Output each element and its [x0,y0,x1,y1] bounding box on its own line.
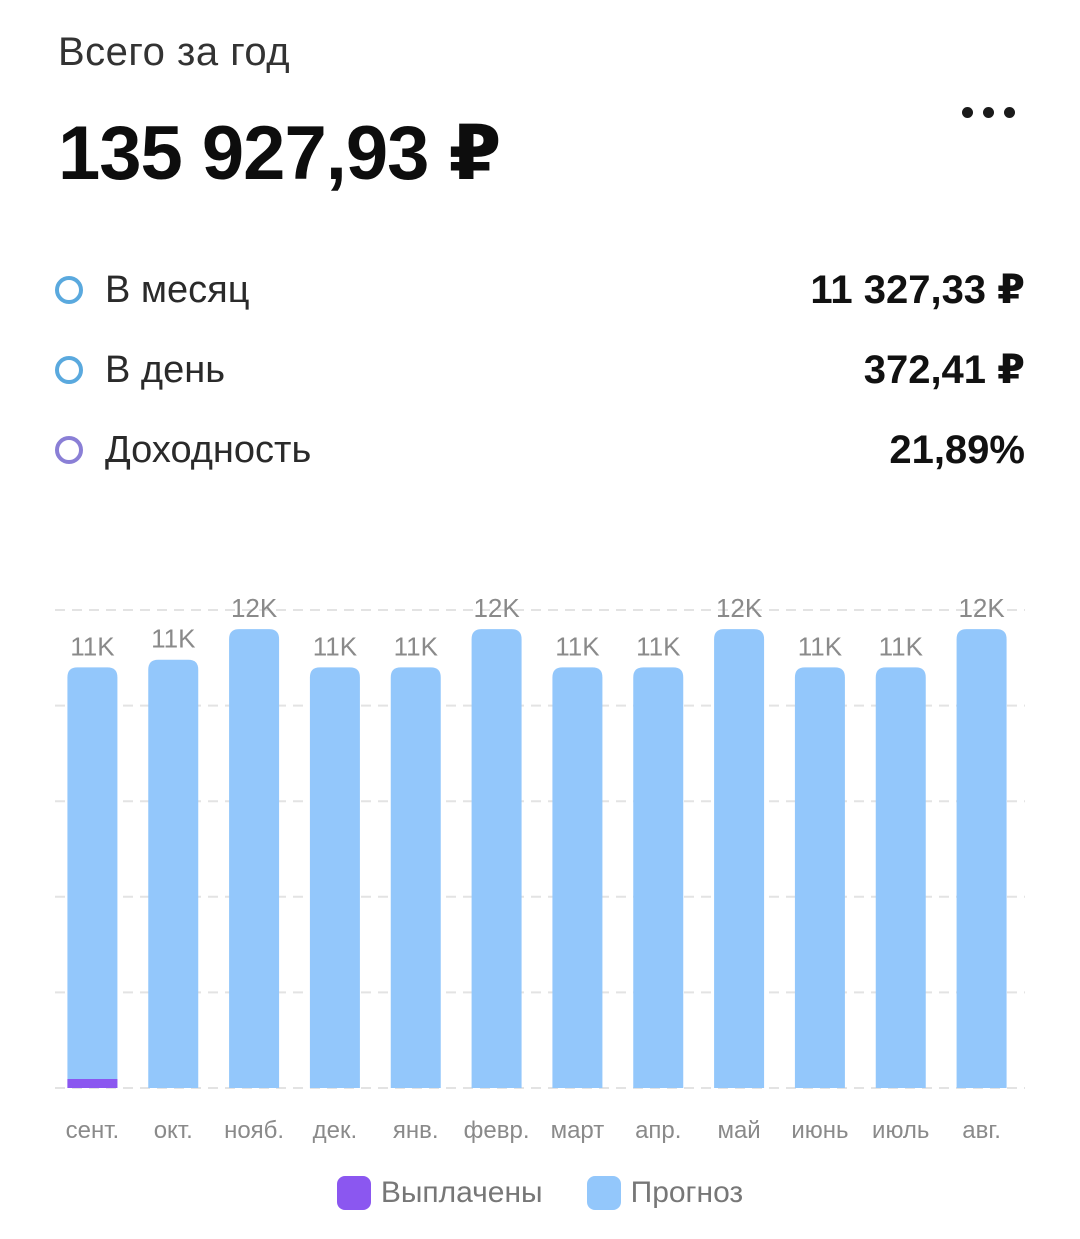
bar-data-label: 12K [958,593,1005,623]
bar-paid [67,1079,118,1088]
bar-data-label: 11K [394,631,439,661]
x-tick-label: май [717,1117,760,1144]
stat-row-yield: Доходность 21,89% [55,428,1025,472]
bar-data-label: 11K [636,631,681,661]
x-tick-label: дек. [313,1117,358,1144]
bar-forecast [552,667,603,1088]
stat-value: 11 327,33 ₽ [810,268,1025,312]
x-tick-label: февр. [464,1117,530,1144]
bar-data-label: 12K [473,593,520,623]
page-title: Всего за год [58,30,291,74]
bar-data-label: 11K [151,624,196,654]
bar-data-label: 11K [798,631,843,661]
x-tick-label: сент. [66,1117,120,1144]
bar-data-label: 12K [231,593,278,623]
stat-row-daily: В день 372,41 ₽ [55,348,1025,392]
circle-marker-icon [55,356,83,384]
bar-forecast [67,667,118,1088]
bar-forecast [956,629,1007,1088]
annual-total: 135 927,93 ₽ [58,111,501,196]
stat-label: В день [105,348,225,391]
x-tick-label: июнь [791,1117,848,1144]
stat-value: 21,89% [889,427,1025,472]
x-tick-label: июль [872,1117,929,1144]
monthly-income-chart: 11K сент. 11K окт. 12K нояб. 11K дек. 11K янв. 12K… [55,593,1025,1144]
legend-item-forecast[interactable]: Прогноз [586,1176,744,1210]
stat-label: В месяц [105,268,250,311]
stat-label: Доходность [105,428,312,471]
stat-value: 372,41 ₽ [863,348,1025,392]
stat-row-monthly: В месяц 11 327,33 ₽ [55,268,1025,312]
more-dot [982,106,994,118]
legend-swatch-forecast [586,1176,621,1210]
chart-legend: Выплачены Прогноз [0,1176,1080,1210]
bar-data-label: 11K [70,631,115,661]
legend-label: Выплачены [380,1176,543,1209]
more-dot [961,106,973,118]
bar-data-label: 11K [879,631,924,661]
legend-label: Прогноз [630,1176,744,1209]
x-tick-label: авг. [962,1117,1001,1144]
bar-forecast [714,629,765,1088]
bar-forecast [309,667,360,1088]
bar-forecast [633,667,684,1088]
legend-item-paid[interactable]: Выплачены [336,1176,543,1210]
x-tick-label: окт. [154,1117,193,1144]
bar-forecast [794,667,845,1088]
bar-forecast [875,667,926,1088]
bar-forecast [148,659,199,1088]
x-tick-label: март [551,1117,605,1144]
circle-marker-icon [55,436,83,464]
bar-forecast [390,667,441,1088]
bar-forecast [229,629,280,1088]
bar-data-label: 11K [555,631,600,661]
more-options-icon[interactable] [952,96,1024,128]
more-dot [1003,106,1015,118]
x-tick-label: нояб. [224,1117,284,1144]
circle-marker-icon [55,276,83,304]
legend-swatch-paid [336,1176,371,1210]
bar-data-label: 11K [313,631,358,661]
x-tick-label: янв. [393,1117,439,1144]
x-tick-label: апр. [635,1117,681,1144]
bar-data-label: 12K [716,593,763,623]
bar-forecast [471,629,522,1088]
